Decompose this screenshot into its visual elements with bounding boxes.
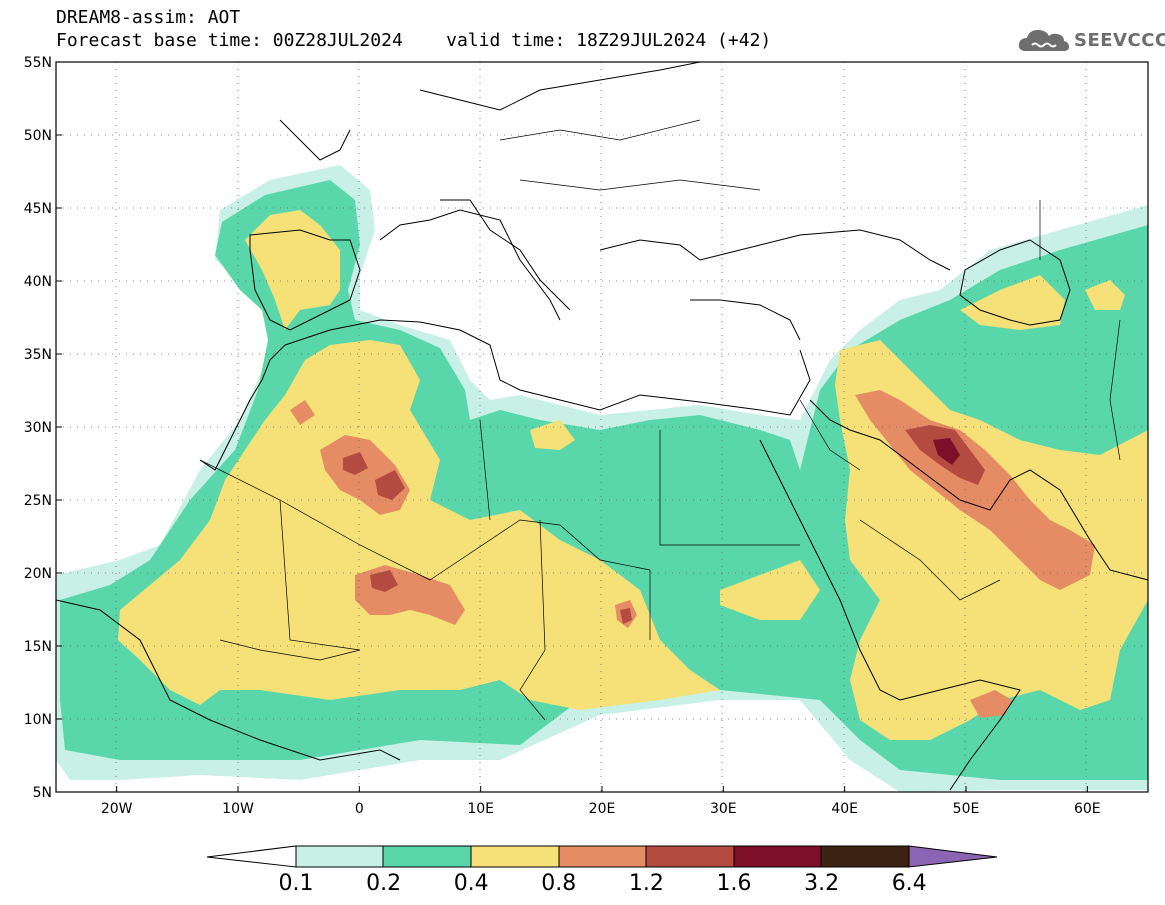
lon-label: 60E [1074, 801, 1101, 817]
aot-contour-1.6 [933, 438, 960, 465]
colorbar-box-0.1 [295, 845, 384, 868]
lat-label: 15N [24, 639, 52, 655]
colorbar-label: 0.1 [279, 871, 314, 896]
map-title: DREAM8-assim: AOT [56, 7, 241, 28]
lat-label: 45N [24, 201, 52, 217]
lat-label: 10N [24, 712, 52, 728]
colorbar-label: 1.6 [717, 871, 752, 896]
country-borders [199, 119, 1121, 721]
lon-label: 0 [355, 801, 364, 817]
colorbar-label: 1.2 [629, 871, 664, 896]
aot-field [56, 62, 1148, 792]
lat-label: 35N [24, 347, 52, 363]
coastlines [56, 62, 1148, 791]
lon-label: 40E [831, 801, 858, 817]
colorbar-box-0.2 [382, 845, 472, 868]
seevccc-logo: SEEVCCC [1018, 24, 1165, 56]
cloud-icon [1018, 30, 1069, 51]
colorbar-label: 0.4 [454, 871, 489, 896]
colorbar-label: 3.2 [804, 871, 839, 896]
lon-label: 20W [101, 801, 133, 817]
lon-label: 50E [953, 801, 980, 817]
lat-label: 50N [24, 128, 52, 144]
lat-label: 25N [24, 493, 52, 509]
longitude-labels: 20W 10W 0 10E 20E 30E 40E 50E 60E [101, 786, 1101, 817]
lon-label: 10W [222, 801, 254, 817]
colorbar-label: 0.2 [366, 871, 401, 896]
colorbar-over-triangle [908, 845, 998, 868]
lon-label: 10E [467, 801, 494, 817]
colorbar-box-3.2 [820, 845, 910, 868]
colorbar-box-0.4 [470, 845, 560, 868]
lon-label: 20E [589, 801, 616, 817]
lat-lon-grid [56, 62, 1148, 792]
colorbar [206, 845, 998, 868]
latitude-labels: 55N 50N 45N 40N 35N 30N 25N 20N 15N 10N 5N [24, 55, 62, 801]
lat-label: 30N [24, 420, 52, 436]
lat-label: 20N [24, 566, 52, 582]
colorbar-box-0.8 [558, 845, 647, 868]
colorbar-box-1.2 [645, 845, 735, 868]
lat-label: 55N [24, 55, 52, 71]
colorbar-label: 0.8 [541, 871, 576, 896]
logo-text: SEEVCCC [1074, 29, 1165, 51]
forecast-time-line: Forecast base time: 00Z28JUL2024 valid t… [56, 30, 772, 51]
colorbar-labels: 0.1 0.2 0.4 0.8 1.2 1.6 3.2 6.4 [279, 871, 927, 896]
lat-label: 5N [33, 785, 52, 801]
lon-label: 30E [710, 801, 737, 817]
colorbar-label: 6.4 [892, 871, 927, 896]
lat-label: 40N [24, 274, 52, 290]
colorbar-under-triangle [206, 845, 297, 868]
colorbar-box-1.6 [733, 845, 822, 868]
